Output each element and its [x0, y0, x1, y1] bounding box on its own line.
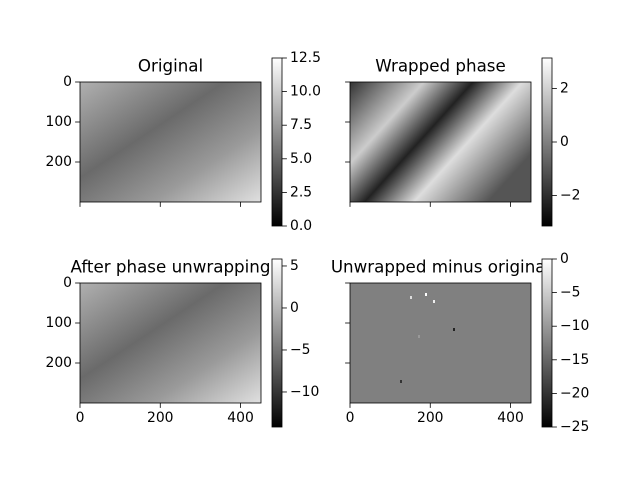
- colorbar-tick-label: 5.0: [290, 151, 312, 167]
- colorbar: [541, 258, 553, 428]
- image: [80, 283, 261, 403]
- colorbar-tick-label: 2.5: [290, 184, 312, 200]
- colorbar-tick-label: 7.5: [290, 117, 312, 133]
- colorbar-tick-label: 0: [290, 300, 299, 316]
- speck: [418, 335, 420, 338]
- y-tick-label: 100: [45, 114, 72, 130]
- x-tick-label: 0: [346, 410, 355, 426]
- axes-frame: [79, 282, 262, 404]
- y-tick-label: 200: [45, 154, 72, 170]
- colorbar-tick-label: −10: [290, 384, 319, 400]
- speck: [453, 328, 455, 331]
- colorbar-tick-label: −5: [560, 285, 580, 301]
- axes-title: After phase unwrapping: [71, 257, 271, 277]
- colorbar-tick-label: 5: [290, 258, 299, 274]
- image: [350, 283, 531, 403]
- axes-title: Original: [138, 56, 203, 76]
- colorbar-tick-label: −10: [560, 318, 589, 334]
- colorbar-tick-label: 2: [560, 81, 569, 97]
- axes-frame: [79, 81, 262, 203]
- colorbar-tick-label: −20: [560, 385, 589, 401]
- y-tick-label: 100: [45, 315, 72, 331]
- image: [80, 82, 261, 202]
- x-tick-label: 0: [76, 410, 85, 426]
- speck: [433, 300, 435, 303]
- y-tick-label: 0: [63, 74, 72, 90]
- colorbar-tick-label: −2: [560, 187, 580, 203]
- axes-frame: [349, 81, 532, 203]
- colorbar-tick-label: 10.0: [290, 84, 321, 100]
- speck: [410, 296, 412, 299]
- speck: [425, 293, 427, 296]
- image: [350, 82, 531, 202]
- x-tick-label: 400: [227, 410, 254, 426]
- colorbar-tick-label: 12.5: [290, 50, 321, 66]
- axes-title: Unwrapped minus original: [331, 257, 550, 277]
- speck: [400, 380, 402, 383]
- colorbar-tick-label: −5: [290, 342, 310, 358]
- axes-title: Wrapped phase: [375, 56, 506, 76]
- colorbar-tick-label: 0: [560, 251, 569, 267]
- x-tick-label: 200: [147, 410, 174, 426]
- x-tick-label: 400: [497, 410, 524, 426]
- y-tick-label: 0: [63, 275, 72, 291]
- colorbar-tick-label: −25: [560, 419, 589, 435]
- colorbar-tick-label: 0: [560, 134, 569, 150]
- colorbar-tick-label: −15: [560, 352, 589, 368]
- colorbar: [271, 258, 283, 428]
- y-tick-label: 200: [45, 355, 72, 371]
- colorbar: [541, 57, 553, 227]
- colorbar-tick-label: 0.0: [290, 218, 312, 234]
- axes-frame: [349, 282, 532, 404]
- x-tick-label: 200: [417, 410, 444, 426]
- colorbar: [271, 57, 283, 227]
